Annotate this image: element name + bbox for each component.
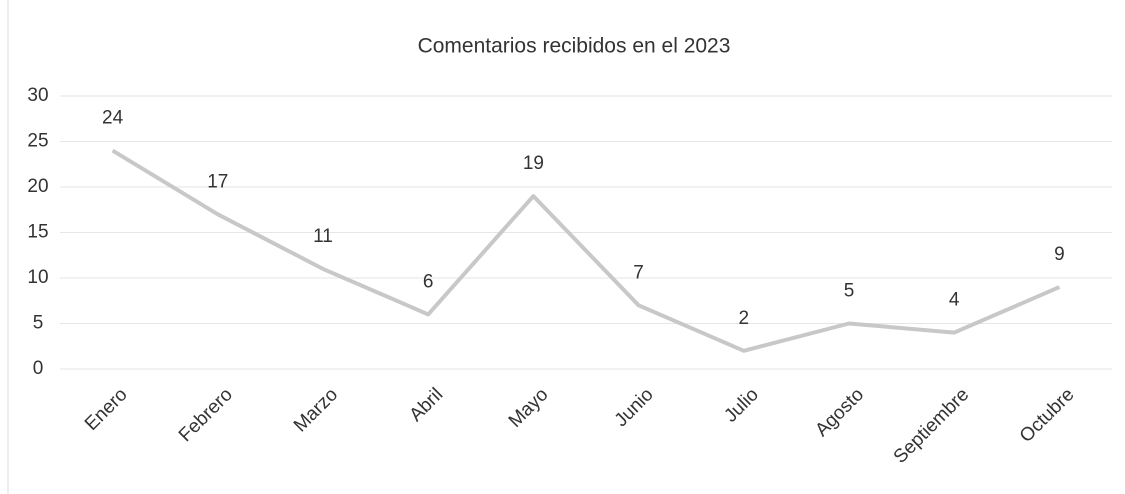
y-tick-label: 20 (27, 176, 48, 197)
data-label: 6 (423, 271, 434, 292)
data-label: 4 (949, 290, 960, 311)
x-tick-label: Septiembre (890, 384, 974, 468)
x-tick-label: Marzo (290, 384, 342, 436)
x-tick-label: Junio (611, 384, 658, 431)
x-tick-label: Agosto (811, 384, 868, 441)
data-label: 11 (313, 226, 333, 247)
y-tick-label: 15 (27, 222, 48, 243)
data-label: 2 (739, 308, 750, 329)
x-tick-label: Julio (720, 384, 762, 426)
chart-title: Comentarios recibidos en el 2023 (418, 35, 731, 58)
x-tick-label: Febrero (175, 384, 237, 446)
y-tick-label: 0 (33, 358, 44, 379)
x-tick-label: Octubre (1016, 384, 1079, 447)
data-line (111, 148, 1061, 353)
y-tick-label: 5 (33, 313, 44, 334)
data-label: 19 (523, 153, 544, 174)
data-label: 9 (1054, 244, 1065, 265)
data-label: 7 (633, 262, 644, 283)
x-tick-label: Abril (406, 384, 448, 426)
x-tick-label: Enero (81, 384, 132, 435)
data-label: 17 (207, 171, 228, 192)
y-tick-label: 25 (27, 131, 48, 152)
y-tick-label: 10 (27, 267, 48, 288)
data-label: 24 (102, 108, 124, 129)
x-tick-label: Mayo (505, 384, 553, 432)
y-tick-label: 30 (27, 85, 48, 106)
data-label: 5 (844, 281, 855, 302)
